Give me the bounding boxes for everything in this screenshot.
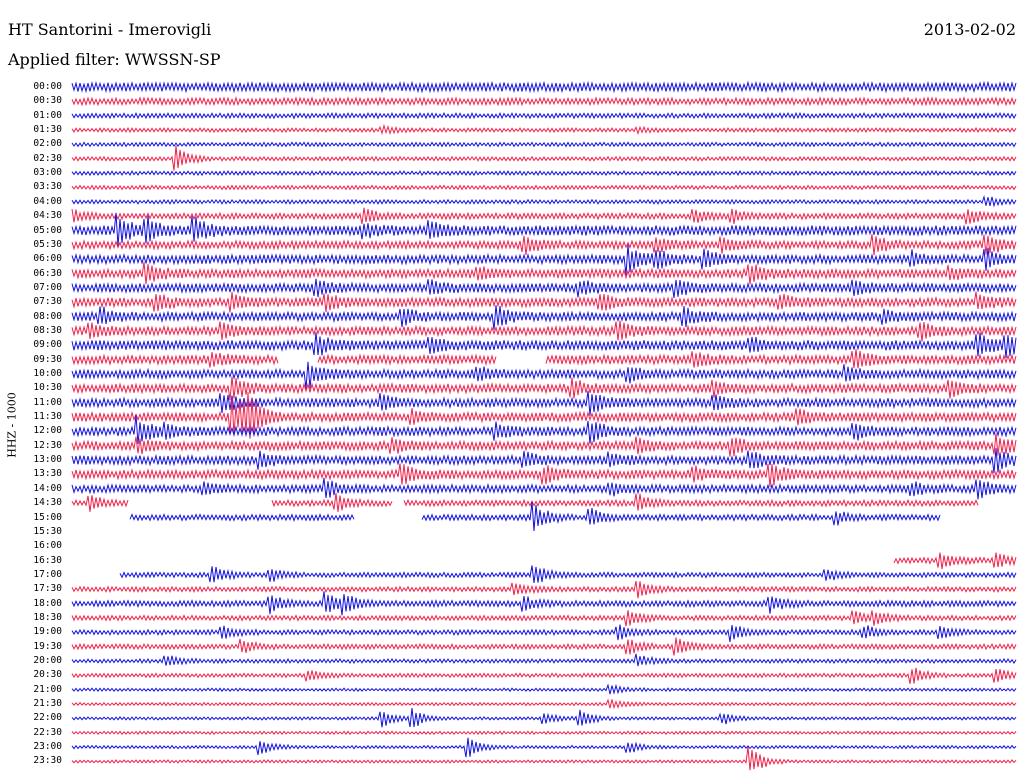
time-tick-label: 12:30 [33, 439, 62, 451]
time-tick-label: 18:00 [33, 597, 62, 609]
trace-row [71, 111, 1017, 120]
time-tick-label: 20:30 [33, 669, 62, 681]
time-tick-label: 07:30 [33, 296, 62, 308]
filter-label: Applied filter: WWSSN-SP [8, 50, 221, 69]
time-tick-label: 09:00 [33, 339, 62, 351]
trace-row [71, 234, 1017, 256]
time-tick-label: 01:30 [33, 124, 62, 136]
trace-row [71, 624, 1017, 643]
trace-row [71, 737, 1017, 758]
time-tick-label: 07:00 [33, 281, 62, 293]
trace-row [71, 244, 1017, 276]
time-tick-label: 06:30 [33, 267, 62, 279]
trace-row [71, 261, 1017, 285]
trace-row [71, 580, 1017, 599]
trace-row [71, 349, 1017, 369]
time-tick-label: 10:30 [33, 382, 62, 394]
time-tick-label: 08:30 [33, 324, 62, 336]
time-tick-label: 03:30 [33, 181, 62, 193]
time-tick-label: 11:00 [33, 396, 62, 408]
trace-row [71, 730, 1017, 736]
trace-row [71, 184, 1017, 191]
trace-row [71, 170, 1017, 177]
time-tick-label: 04:30 [33, 210, 62, 222]
trace-row [71, 278, 1017, 299]
trace-row [71, 305, 1017, 330]
time-tick-label: 22:00 [33, 712, 62, 724]
time-tick-label: 20:00 [33, 655, 62, 666]
time-tick-label: 01:00 [33, 109, 62, 121]
time-tick-label: 02:00 [33, 138, 62, 150]
trace-row [71, 80, 1017, 94]
time-tick-label: 23:00 [33, 741, 62, 753]
trace-row [71, 361, 1017, 389]
time-tick-label: 00:00 [33, 81, 62, 92]
time-tick-label: 22:30 [33, 726, 62, 738]
trace-row [71, 390, 1017, 416]
time-tick-label: 19:00 [33, 626, 62, 638]
time-tick-label: 10:00 [33, 368, 62, 379]
trace-row [71, 391, 1017, 439]
trace-row [71, 448, 1017, 474]
trace-row [71, 746, 1017, 771]
time-tick-label: 02:30 [33, 152, 62, 164]
trace-row [71, 212, 1017, 247]
time-tick-label: 19:30 [33, 640, 62, 652]
trace-row [119, 565, 1017, 583]
trace-row [71, 477, 1017, 500]
time-tick-label: 16:00 [33, 540, 62, 552]
trace-row [71, 591, 1017, 616]
time-tick-label: 05:30 [33, 238, 62, 250]
trace-row [71, 433, 1017, 457]
time-tick-label: 14:30 [33, 497, 62, 509]
time-tick-label: 05:00 [33, 224, 62, 236]
trace-row [71, 493, 979, 512]
time-tick-label: 17:00 [33, 568, 62, 580]
trace-row [71, 698, 1017, 710]
time-tick-label: 03:00 [33, 167, 62, 179]
trace-row [71, 667, 1017, 684]
trace-row [71, 141, 1017, 148]
trace-row [71, 653, 1017, 667]
time-tick-label: 23:30 [33, 755, 62, 767]
plot-date: 2013-02-02 [923, 20, 1016, 39]
trace-row [71, 610, 1017, 627]
time-tick-label: 00:30 [33, 95, 62, 107]
trace-row [71, 320, 1017, 342]
time-tick-label: 12:00 [33, 425, 62, 437]
trace-row [129, 501, 941, 532]
trace-row [71, 637, 1017, 656]
trace-row [71, 376, 1017, 401]
trace-row [71, 145, 1017, 171]
time-tick-label: 11:30 [33, 411, 62, 423]
time-tick-label: 15:30 [33, 525, 62, 537]
time-tick-label: 08:00 [33, 310, 62, 322]
station-title: HT Santorini - Imerovigli [8, 20, 212, 39]
time-tick-label: 13:00 [33, 454, 62, 466]
time-tick-label: 06:00 [33, 253, 62, 265]
trace-row [71, 708, 1017, 728]
trace-row [71, 123, 1017, 136]
trace-row [71, 291, 1017, 313]
time-tick-label: 17:30 [33, 583, 62, 595]
time-tick-label: 04:00 [33, 195, 62, 207]
trace-row [71, 207, 1017, 225]
time-tick-label: 21:00 [33, 683, 62, 695]
time-tick-label: 14:00 [33, 482, 62, 494]
time-tick-label: 15:00 [33, 511, 62, 523]
trace-row [71, 463, 1017, 488]
trace-row [71, 415, 1017, 444]
trace-row [71, 96, 1017, 107]
trace-row [893, 552, 1017, 570]
time-tick-label: 16:30 [33, 554, 62, 566]
trace-row [71, 195, 1017, 208]
time-tick-label: 13:30 [33, 468, 62, 480]
trace-row [71, 332, 1017, 358]
time-tick-label: 18:30 [33, 611, 62, 623]
trace-row [71, 683, 1017, 695]
time-tick-label: 21:30 [33, 698, 62, 710]
time-tick-label: 09:30 [33, 353, 62, 365]
